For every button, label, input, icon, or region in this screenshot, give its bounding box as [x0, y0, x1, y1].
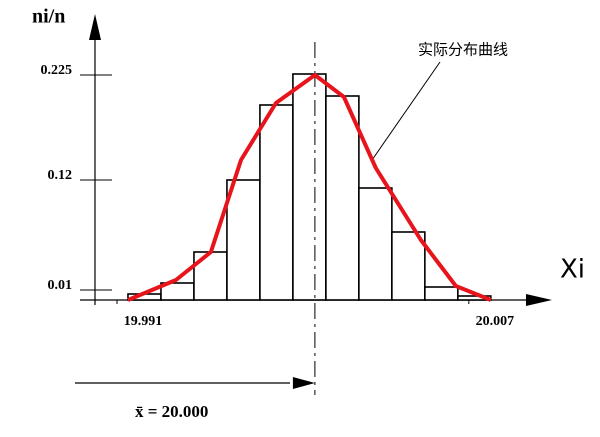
bar: [424, 286, 459, 301]
mean-arrow-head: [292, 377, 315, 389]
y-tick-label: 0.01: [48, 278, 73, 293]
plot: 0.01 0.12 0.225 19.991 20.007 x̄ = 20.000: [41, 42, 515, 421]
bar: [358, 187, 393, 301]
bar: [292, 73, 327, 301]
distribution-curve: [127, 73, 492, 302]
bar: [325, 95, 360, 301]
y-axis-arrow: [89, 14, 101, 40]
bar: [259, 104, 294, 301]
y-axis-label: ni/n: [32, 6, 65, 28]
x-tick-label: 20.007: [476, 314, 515, 329]
curve-annotation: 实际分布曲线: [418, 41, 508, 59]
x-axis-arrow: [526, 294, 552, 306]
bar: [391, 231, 426, 301]
y-tick-label: 0.225: [41, 63, 73, 78]
annotation-leader: [371, 61, 441, 161]
x-axis-label: Xi: [560, 255, 585, 285]
bar: [226, 179, 261, 301]
mean-label: x̄ = 20.000: [135, 402, 208, 421]
y-tick-label: 0.12: [48, 168, 73, 183]
x-tick-label: 19.991: [124, 314, 163, 329]
